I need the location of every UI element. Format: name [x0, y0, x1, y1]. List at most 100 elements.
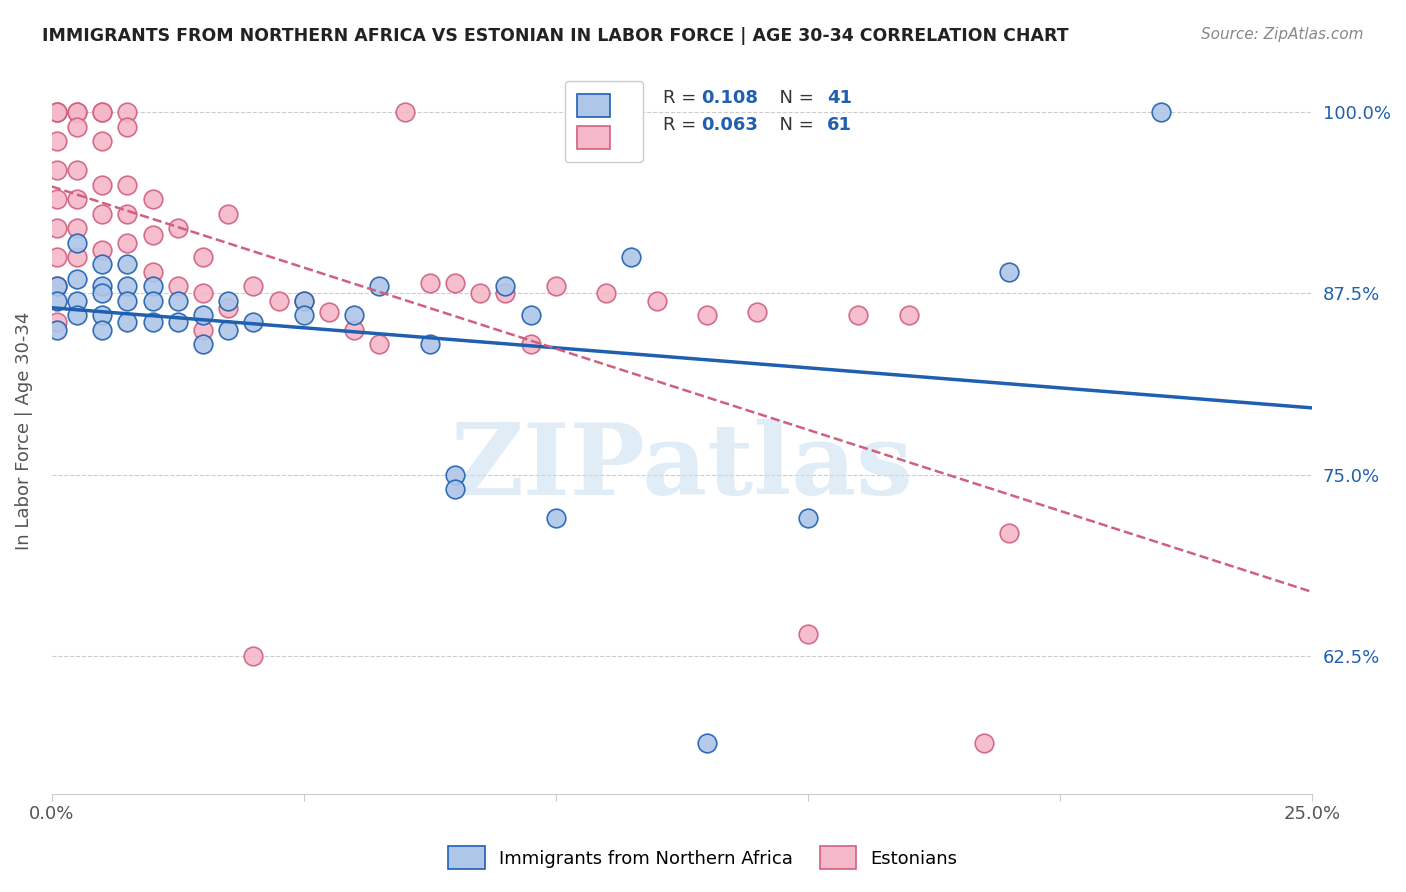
Point — [45, 279, 67, 293]
Point — [66, 293, 89, 308]
Point — [419, 337, 441, 351]
Point — [142, 192, 165, 206]
Point — [45, 163, 67, 178]
Point — [747, 305, 769, 319]
Legend: Immigrants from Northern Africa, Estonians: Immigrants from Northern Africa, Estonia… — [440, 838, 966, 879]
Point — [292, 308, 315, 322]
Text: N =: N = — [768, 116, 820, 134]
Point — [191, 286, 214, 301]
Point — [494, 279, 516, 293]
Point — [444, 467, 467, 482]
Text: 41: 41 — [827, 88, 852, 106]
Point — [1150, 105, 1173, 120]
Point — [292, 293, 315, 308]
Point — [117, 120, 139, 134]
Text: IMMIGRANTS FROM NORTHERN AFRICA VS ESTONIAN IN LABOR FORCE | AGE 30-34 CORRELATI: IMMIGRANTS FROM NORTHERN AFRICA VS ESTON… — [42, 27, 1069, 45]
Point — [117, 206, 139, 220]
Point — [519, 337, 541, 351]
Point — [91, 134, 114, 148]
Point — [45, 279, 67, 293]
Point — [242, 648, 264, 663]
Point — [91, 322, 114, 336]
Legend:  ,  : , — [565, 81, 643, 161]
Point — [142, 264, 165, 278]
Point — [318, 305, 340, 319]
Point — [45, 315, 67, 329]
Point — [191, 337, 214, 351]
Point — [696, 736, 718, 750]
Point — [117, 279, 139, 293]
Point — [797, 511, 820, 525]
Point — [66, 272, 89, 286]
Point — [117, 293, 139, 308]
Text: R =: R = — [662, 88, 702, 106]
Point — [142, 315, 165, 329]
Point — [166, 293, 188, 308]
Point — [217, 206, 239, 220]
Point — [242, 315, 264, 329]
Point — [544, 279, 567, 293]
Point — [91, 308, 114, 322]
Point — [66, 235, 89, 250]
Text: Source: ZipAtlas.com: Source: ZipAtlas.com — [1201, 27, 1364, 42]
Point — [117, 315, 139, 329]
Point — [217, 322, 239, 336]
Point — [91, 105, 114, 120]
Point — [45, 192, 67, 206]
Point — [519, 308, 541, 322]
Point — [544, 511, 567, 525]
Point — [91, 286, 114, 301]
Point — [419, 276, 441, 290]
Point — [142, 228, 165, 243]
Point — [343, 322, 366, 336]
Point — [595, 286, 617, 301]
Point — [797, 627, 820, 641]
Text: ZIPatlas: ZIPatlas — [450, 419, 912, 516]
Point — [368, 337, 391, 351]
Point — [166, 315, 188, 329]
Point — [142, 293, 165, 308]
Point — [66, 250, 89, 264]
Point — [343, 308, 366, 322]
Text: 0.063: 0.063 — [700, 116, 758, 134]
Point — [45, 221, 67, 235]
Point — [645, 293, 668, 308]
Point — [45, 105, 67, 120]
Point — [973, 736, 995, 750]
Point — [45, 105, 67, 120]
Point — [66, 105, 89, 120]
Point — [91, 206, 114, 220]
Point — [166, 279, 188, 293]
Point — [470, 286, 492, 301]
Point — [66, 163, 89, 178]
Point — [267, 293, 290, 308]
Point — [91, 243, 114, 257]
Point — [66, 221, 89, 235]
Point — [292, 293, 315, 308]
Point — [117, 257, 139, 271]
Point — [117, 105, 139, 120]
Point — [494, 286, 516, 301]
Point — [66, 120, 89, 134]
Point — [368, 279, 391, 293]
Point — [91, 279, 114, 293]
Point — [191, 250, 214, 264]
Text: 61: 61 — [827, 116, 852, 134]
Point — [998, 264, 1021, 278]
Point — [846, 308, 869, 322]
Point — [242, 279, 264, 293]
Point — [66, 308, 89, 322]
Point — [620, 250, 643, 264]
Point — [66, 105, 89, 120]
Point — [117, 178, 139, 192]
Point — [117, 235, 139, 250]
Point — [394, 105, 416, 120]
Point — [45, 322, 67, 336]
Point — [91, 257, 114, 271]
Point — [217, 301, 239, 315]
Point — [45, 134, 67, 148]
Text: 0.108: 0.108 — [700, 88, 758, 106]
Point — [217, 293, 239, 308]
Y-axis label: In Labor Force | Age 30-34: In Labor Force | Age 30-34 — [15, 312, 32, 550]
Text: N =: N = — [768, 88, 820, 106]
